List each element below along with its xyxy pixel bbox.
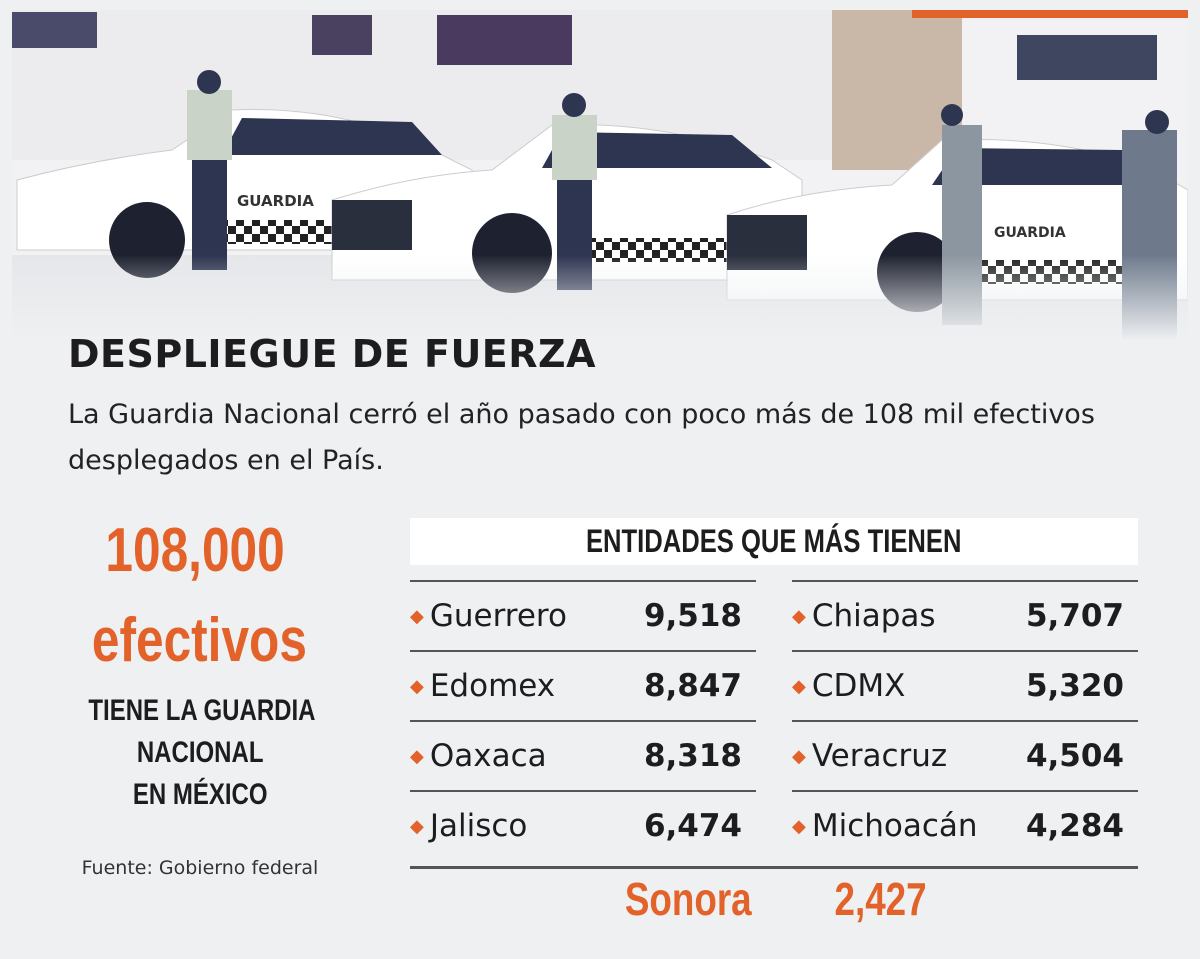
state-name: Chiapas: [811, 598, 936, 634]
divider: [410, 580, 756, 582]
table-row: ◆ CDMX 5,320: [792, 652, 1124, 720]
source-note: Fuente: Gobierno federal: [81, 857, 319, 879]
table-row: ◆ Veracruz 4,504: [792, 722, 1124, 790]
state-value: 8,847: [643, 668, 742, 704]
state-name: Guerrero: [429, 598, 567, 634]
state-value: 4,284: [1025, 808, 1124, 844]
guardia-vehicles-photo: GUARDIA GUARDIA: [12, 10, 1188, 340]
officers: [187, 70, 1177, 340]
highlight-row-sonora: Sonora 2,427: [410, 872, 1138, 926]
state-name: Michoacán: [811, 808, 978, 844]
table-row: ◆ Michoacán 4,284: [792, 792, 1124, 860]
state-name: Oaxaca: [429, 738, 547, 774]
total-unit: efectivos: [91, 606, 307, 675]
table-row: ◆ Chiapas 5,707: [792, 582, 1124, 650]
diamond-bullet-icon: ◆: [792, 675, 806, 697]
total-number: 108,000: [105, 516, 285, 585]
state-value: 5,707: [1025, 598, 1124, 634]
divider: [792, 650, 1138, 652]
svg-text:GUARDIA: GUARDIA: [994, 225, 1066, 241]
page-title: DESPLIEGUE DE FUERZA: [68, 332, 596, 376]
table-row: ◆ Edomex 8,847: [410, 652, 742, 720]
table-row: ◆ Oaxaca 8,318: [410, 722, 742, 790]
diamond-bullet-icon: ◆: [410, 605, 424, 627]
table-title: ENTIDADES QUE MÁS TIENEN: [410, 518, 1138, 565]
highlight-value: 2,427: [834, 873, 928, 925]
state-value: 8,318: [643, 738, 742, 774]
state-value: 4,504: [1025, 738, 1124, 774]
divider: [410, 790, 756, 792]
diamond-bullet-icon: ◆: [792, 605, 806, 627]
diamond-bullet-icon: ◆: [792, 745, 806, 767]
divider: [410, 650, 756, 652]
state-value: 9,518: [643, 598, 742, 634]
diamond-bullet-icon: ◆: [410, 815, 424, 837]
divider: [792, 790, 1138, 792]
state-name: Jalisco: [429, 808, 528, 844]
state-name: CDMX: [811, 668, 906, 704]
divider: [410, 720, 756, 722]
diamond-bullet-icon: ◆: [410, 745, 424, 767]
state-value: 6,474: [643, 808, 742, 844]
diamond-bullet-icon: ◆: [410, 675, 424, 697]
table-row: ◆ Jalisco 6,474: [410, 792, 742, 860]
car-lettering: GUARDIA: [237, 192, 314, 210]
highlight-state: Sonora: [625, 873, 753, 925]
total-caption: TIENE LA GUARDIA NACIONAL EN MÉXICO: [88, 694, 316, 811]
table-row: ◆ Guerrero 9,518: [410, 582, 742, 650]
subtitle: La Guardia Nacional cerró el año pasado …: [68, 399, 1095, 476]
diamond-bullet-icon: ◆: [792, 815, 806, 837]
state-value: 5,320: [1025, 668, 1124, 704]
divider: [792, 580, 1138, 582]
divider: [792, 720, 1138, 722]
state-name: Edomex: [429, 668, 556, 704]
divider: [410, 866, 1138, 869]
state-name: Veracruz: [811, 738, 948, 774]
